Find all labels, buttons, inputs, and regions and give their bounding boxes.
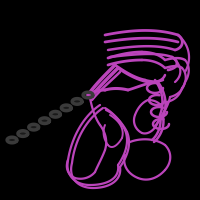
- Polygon shape: [51, 111, 60, 117]
- Polygon shape: [29, 124, 39, 130]
- Polygon shape: [72, 99, 82, 104]
- Polygon shape: [7, 137, 17, 143]
- Polygon shape: [83, 92, 93, 98]
- Polygon shape: [61, 105, 71, 111]
- Polygon shape: [40, 118, 49, 124]
- Polygon shape: [18, 131, 28, 136]
